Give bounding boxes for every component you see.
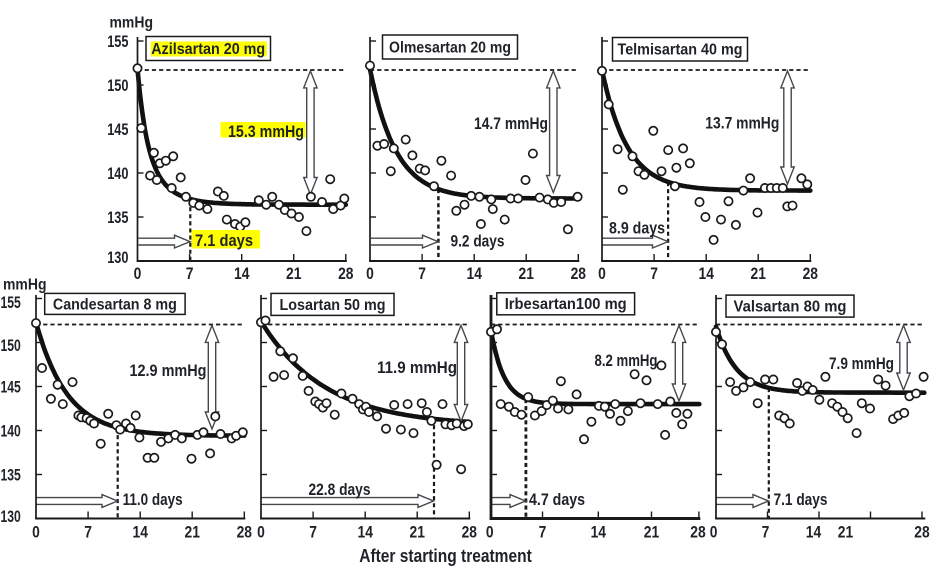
svg-text:140: 140 (107, 165, 128, 183)
svg-text:28: 28 (914, 524, 929, 542)
svg-text:14: 14 (591, 524, 606, 542)
svg-text:14: 14 (234, 265, 249, 283)
svg-text:135: 135 (107, 209, 128, 227)
svg-text:28: 28 (571, 265, 586, 283)
svg-text:150: 150 (107, 77, 128, 95)
svg-text:Olmesartan 20 mg: Olmesartan 20 mg (389, 39, 511, 56)
svg-text:Telmisartan 40 mg: Telmisartan 40 mg (618, 42, 743, 59)
svg-text:13.7 mmHg: 13.7 mmHg (705, 114, 779, 132)
svg-text:155: 155 (107, 33, 128, 51)
svg-text:12.9 mmHg: 12.9 mmHg (130, 362, 207, 380)
svg-text:7.1 days: 7.1 days (195, 232, 253, 250)
svg-text:7: 7 (186, 265, 194, 283)
svg-text:21: 21 (519, 265, 534, 283)
svg-text:14: 14 (358, 524, 373, 542)
svg-text:145: 145 (107, 121, 128, 139)
svg-text:11.0 days: 11.0 days (123, 491, 183, 509)
svg-text:Losartan 50 mg: Losartan 50 mg (280, 297, 386, 314)
svg-text:8.9 days: 8.9 days (609, 219, 665, 237)
svg-text:15.3 mmHg: 15.3 mmHg (228, 123, 304, 141)
svg-text:14: 14 (133, 524, 148, 542)
svg-text:14: 14 (467, 265, 482, 283)
svg-text:21: 21 (286, 265, 301, 283)
svg-text:130: 130 (107, 249, 128, 267)
svg-text:21: 21 (644, 524, 659, 542)
svg-text:Candesartan 8 mg: Candesartan 8 mg (53, 296, 177, 313)
svg-text:21: 21 (410, 524, 425, 542)
svg-text:0: 0 (598, 265, 606, 283)
svg-text:mmHg: mmHg (110, 15, 154, 32)
svg-text:Valsartan 80 mg: Valsartan 80 mg (734, 299, 847, 316)
svg-text:7: 7 (84, 524, 92, 542)
svg-text:Azilsartan 20 mg: Azilsartan 20 mg (151, 41, 265, 58)
svg-text:4.7 days: 4.7 days (529, 491, 585, 509)
svg-text:Irbesartan100 mg: Irbesartan100 mg (505, 296, 627, 313)
svg-text:155: 155 (1, 294, 21, 312)
svg-text:135: 135 (1, 466, 21, 484)
svg-text:mmHg: mmHg (3, 277, 47, 294)
svg-text:0: 0 (710, 524, 718, 542)
svg-text:28: 28 (462, 524, 477, 542)
svg-text:0: 0 (257, 524, 265, 542)
svg-text:0: 0 (486, 524, 494, 542)
svg-text:28: 28 (803, 265, 818, 283)
svg-text:9.2 days: 9.2 days (451, 233, 505, 251)
svg-text:14: 14 (699, 265, 714, 283)
svg-text:28: 28 (690, 524, 705, 542)
svg-text:7: 7 (539, 524, 547, 542)
svg-text:11.9 mmHg: 11.9 mmHg (377, 359, 457, 377)
svg-text:14: 14 (806, 524, 821, 542)
svg-text:0: 0 (366, 265, 374, 283)
svg-text:0: 0 (134, 265, 142, 283)
svg-text:21: 21 (185, 524, 200, 542)
svg-text:7: 7 (650, 265, 658, 283)
svg-text:8.2 mmHg: 8.2 mmHg (595, 352, 658, 370)
svg-text:14.7 mmHg: 14.7 mmHg (474, 115, 548, 133)
svg-text:21: 21 (838, 524, 853, 542)
svg-text:140: 140 (1, 422, 21, 440)
svg-text:130: 130 (1, 508, 21, 526)
svg-text:145: 145 (1, 378, 21, 396)
svg-text:150: 150 (1, 337, 21, 355)
svg-text:0: 0 (32, 524, 40, 542)
svg-text:7: 7 (762, 524, 770, 542)
svg-text:28: 28 (237, 524, 252, 542)
svg-text:28: 28 (338, 265, 353, 283)
svg-text:21: 21 (751, 265, 766, 283)
svg-text:7.9 mmHg: 7.9 mmHg (829, 355, 894, 373)
svg-text:22.8 days: 22.8 days (309, 481, 371, 499)
svg-text:7: 7 (418, 265, 426, 283)
svg-text:After starting treatment: After starting treatment (359, 546, 532, 566)
svg-text:7.1 days: 7.1 days (774, 491, 828, 509)
svg-text:7: 7 (309, 524, 317, 542)
